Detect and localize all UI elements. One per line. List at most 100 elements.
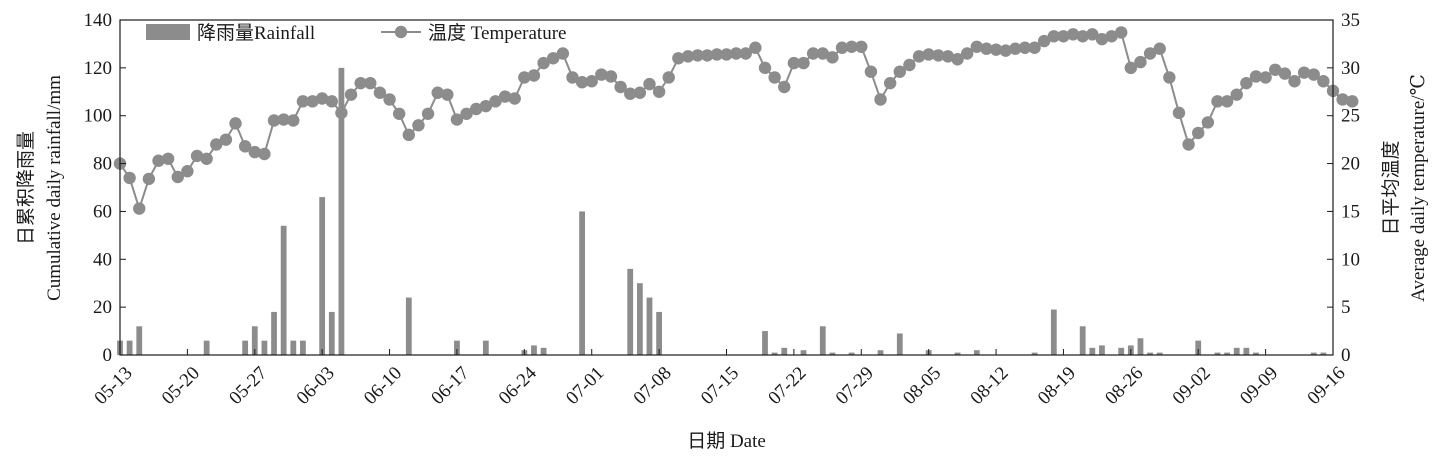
temperature-point [508,92,521,105]
temperature-point [296,95,310,108]
temperature-point [855,40,868,53]
temperature-point [1201,116,1215,129]
right-y-tick-label: 15 [1341,201,1360,222]
temperature-point [720,48,733,61]
temperature-point [749,41,762,54]
left-axis-title-english: Cumulative daily rainfall/mm [44,75,65,301]
temperature-point [575,76,589,89]
rainfall-bar [829,352,836,355]
temperature-point [306,95,319,108]
legend-rainfall-swatch [146,24,190,40]
rainfall-bar [271,311,277,355]
right-axis-title-english: Average daily temperature/℃ [1408,74,1429,302]
rainfall-bar [1079,326,1086,355]
right-y-tick-label: 30 [1341,58,1360,79]
right-y-tick-label: 0 [1341,345,1351,366]
temperature-point [152,154,165,167]
x-tick-label: 06-17 [427,363,473,409]
temperature-point [489,95,502,108]
x-tick-label: 05-20 [158,363,204,409]
temperature-point [633,86,647,99]
temperature-point [441,88,454,101]
right-y-tick-label: 35 [1341,10,1360,31]
left-y-tick-label: 0 [103,345,113,366]
temperature-point [1172,106,1186,120]
temperature-point [1009,42,1022,55]
right-y-tick-label: 10 [1341,249,1360,270]
temperature-point [566,71,579,84]
temperature-point [1163,71,1176,84]
rainfall-bar [1089,347,1096,355]
temperature-point [864,65,878,78]
temperature-point [1037,34,1051,48]
rainfall-bar [405,297,412,355]
rainfall-bar [136,326,143,355]
temperature-point [585,75,598,88]
temperature-point [893,65,906,78]
temperature-point [768,71,781,84]
x-tick-label: 06-03 [293,363,339,409]
rainfall-bar [896,333,903,355]
rainfall-bar [1050,309,1057,355]
temperature-point [470,102,483,116]
temperature-point [1220,95,1234,108]
rainfall-bar [1243,347,1250,355]
rainfall-bar [1310,352,1317,355]
rainfall-bar [261,340,268,355]
temperature-point [133,202,146,215]
rainfall-bar [290,340,297,355]
x-tick-label: 06-24 [495,362,542,409]
rainfall-bar [1099,345,1105,355]
temperature-point [1307,68,1320,81]
rainfall-bar [1253,352,1259,355]
temperature-point [739,47,752,60]
rainfall-bar [482,340,489,355]
rainfall-bar [877,350,884,355]
temperature-point [1288,75,1301,88]
rainfall-bar [1214,352,1221,355]
temperature-point [922,48,935,61]
x-tick-label: 08-12 [966,363,1012,409]
temperature-point [1278,67,1292,80]
rainfall-bar [1233,347,1240,355]
temperature-point [181,165,194,178]
rainfall-bar [627,268,634,355]
x-tick-label: 09-02 [1169,363,1215,409]
temperature-point [210,138,223,151]
rainfall-bar [126,340,133,355]
temperature-point [248,145,261,159]
left-y-tick-label: 100 [84,106,113,127]
temperature-point [460,107,473,121]
rainfall-bar [338,67,345,356]
temperature-point [999,44,1012,57]
temperature-point [1192,126,1205,140]
temperature-point [161,152,175,165]
right-y-tick-label: 5 [1341,297,1351,318]
temperature-point [710,48,724,61]
temperature-point [624,87,637,100]
temperature-point [1086,28,1099,41]
temperature-point [383,93,396,106]
temperature-point [277,113,290,126]
temperature-point [547,52,560,65]
temperature-point [1057,30,1070,43]
temperature-point [1230,88,1243,101]
temperature-point [941,50,955,63]
right-y-tick-label: 25 [1341,106,1360,127]
left-y-tick-label: 120 [84,58,113,79]
x-tick-label: 08-26 [1101,363,1147,409]
temperature-point [826,51,839,64]
temperature-point [421,107,435,121]
temperature-point [758,61,772,75]
x-tick-label: 05-13 [90,363,136,409]
left-y-tick-label: 80 [93,154,112,175]
temperature-point [171,170,184,184]
temperature-point [556,47,570,60]
temperature-point [883,76,897,90]
rainfall-bar [203,340,210,355]
temperature-point [229,117,242,130]
temperature-point [498,90,512,103]
rainfall-bar [819,326,826,355]
temperature-point [778,80,791,94]
